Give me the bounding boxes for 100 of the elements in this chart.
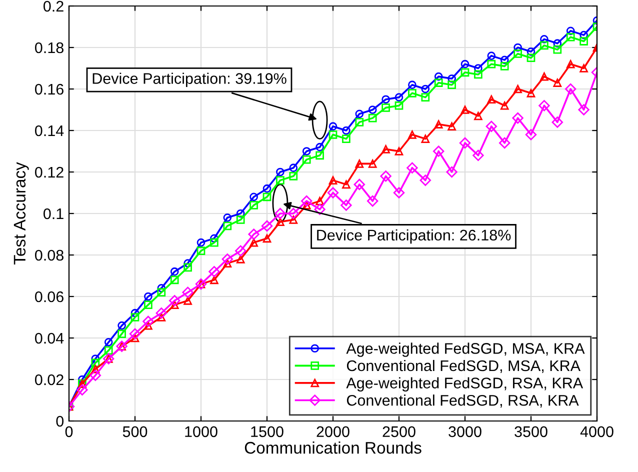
point bbox=[118, 330, 126, 338]
point bbox=[302, 147, 311, 156]
point bbox=[500, 56, 509, 64]
point bbox=[236, 209, 245, 218]
point bbox=[157, 288, 166, 297]
point bbox=[262, 234, 272, 243]
y-tick-label: 0.1 bbox=[44, 208, 64, 220]
point bbox=[210, 234, 218, 243]
point bbox=[104, 346, 113, 355]
point bbox=[540, 72, 548, 81]
point bbox=[408, 130, 416, 139]
point bbox=[236, 254, 245, 264]
point bbox=[421, 93, 430, 102]
annotation: Device Participation: 26.18% bbox=[317, 229, 511, 244]
point bbox=[448, 74, 456, 83]
point bbox=[474, 70, 482, 79]
point bbox=[156, 307, 168, 319]
x-tick-label: 0 bbox=[65, 426, 73, 438]
point bbox=[328, 176, 338, 184]
point bbox=[421, 84, 430, 94]
point bbox=[498, 137, 510, 149]
point bbox=[170, 300, 179, 309]
point bbox=[316, 151, 324, 160]
point bbox=[408, 80, 416, 90]
point bbox=[184, 296, 192, 305]
point bbox=[118, 321, 126, 330]
point bbox=[460, 60, 470, 68]
point bbox=[566, 32, 575, 42]
point bbox=[420, 174, 432, 186]
annotation: Device Participation: 39.19% bbox=[92, 72, 286, 87]
point bbox=[144, 292, 152, 301]
y-tick-label: 0.2 bbox=[44, 0, 64, 12]
point bbox=[223, 259, 232, 268]
point bbox=[300, 195, 312, 207]
point bbox=[526, 47, 536, 56]
point bbox=[514, 84, 522, 94]
point bbox=[368, 160, 377, 168]
point bbox=[538, 100, 550, 112]
y-tick-label: 0.12 bbox=[35, 166, 64, 178]
point bbox=[564, 83, 576, 95]
point bbox=[355, 110, 364, 118]
point bbox=[276, 168, 284, 176]
point bbox=[434, 120, 443, 128]
point bbox=[540, 35, 548, 44]
point bbox=[486, 120, 498, 132]
point bbox=[210, 238, 218, 247]
point bbox=[514, 50, 522, 58]
point bbox=[302, 201, 311, 210]
point bbox=[355, 160, 364, 168]
point bbox=[129, 328, 141, 340]
y-axis-title: Test Accuracy bbox=[14, 162, 29, 265]
point bbox=[487, 60, 496, 68]
point bbox=[210, 276, 218, 284]
point bbox=[342, 134, 350, 143]
point bbox=[342, 126, 350, 135]
point bbox=[382, 104, 390, 112]
point bbox=[580, 30, 588, 40]
point bbox=[327, 187, 339, 198]
point bbox=[580, 64, 588, 72]
point bbox=[474, 112, 482, 120]
point bbox=[316, 196, 324, 206]
y-tick-label: 0.04 bbox=[35, 332, 64, 344]
point bbox=[144, 300, 152, 309]
point bbox=[314, 204, 326, 215]
y-tick-label: 0.14 bbox=[35, 125, 64, 136]
x-tick-label: 500 bbox=[122, 426, 148, 438]
legend-label: Conventional FedSGD, RSA, KRA bbox=[346, 394, 579, 408]
point bbox=[354, 178, 366, 190]
point bbox=[276, 176, 284, 184]
point bbox=[91, 358, 100, 368]
point bbox=[382, 145, 390, 154]
point bbox=[540, 41, 548, 50]
point bbox=[434, 72, 443, 81]
point bbox=[302, 155, 311, 164]
point bbox=[170, 267, 179, 276]
point bbox=[196, 238, 206, 247]
point bbox=[157, 313, 166, 322]
point bbox=[91, 364, 100, 374]
point bbox=[170, 276, 179, 284]
point bbox=[142, 316, 154, 328]
x-tick-label: 2000 bbox=[316, 426, 350, 438]
point bbox=[328, 122, 338, 131]
point bbox=[76, 384, 88, 396]
x-tick-label: 2500 bbox=[382, 426, 416, 438]
point bbox=[368, 106, 377, 114]
y-tick-label: 0.18 bbox=[35, 42, 64, 54]
point bbox=[234, 245, 246, 256]
point bbox=[406, 162, 418, 174]
point bbox=[261, 220, 273, 232]
x-tick-label: 1500 bbox=[251, 426, 284, 438]
point bbox=[566, 26, 575, 36]
point bbox=[393, 187, 405, 198]
point bbox=[500, 62, 509, 70]
point bbox=[288, 208, 300, 220]
point bbox=[394, 93, 404, 102]
point bbox=[289, 164, 298, 172]
point bbox=[448, 122, 456, 131]
point bbox=[340, 200, 352, 211]
point bbox=[184, 259, 192, 268]
point bbox=[487, 95, 496, 104]
